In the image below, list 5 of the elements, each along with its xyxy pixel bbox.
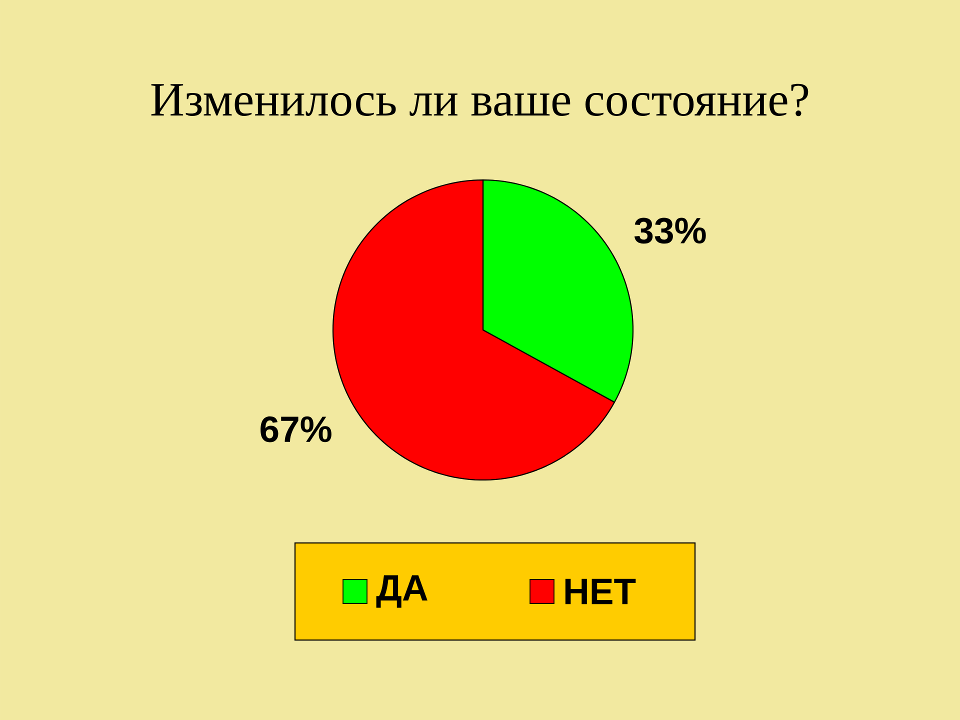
chart-title: Изменилось ли ваше состояние? <box>151 84 808 116</box>
legend-label: ДА <box>376 575 428 608</box>
data-label: 33% <box>634 218 706 244</box>
data-label: 67% <box>260 416 332 442</box>
legend-label: НЕТ <box>565 578 636 604</box>
